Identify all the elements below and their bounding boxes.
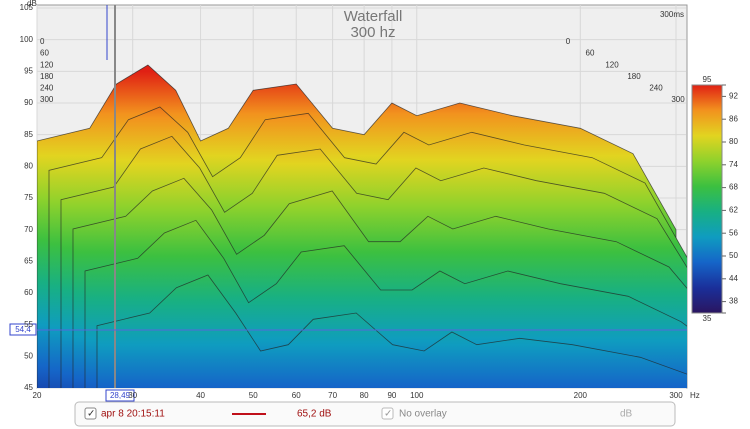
- x-tick-label: 70: [328, 391, 337, 400]
- overlay-label: No overlay: [399, 409, 447, 420]
- cursor-x-label: 28,49: [110, 391, 131, 400]
- colorbar-label: 62: [729, 206, 738, 215]
- x-tick-label: 30: [128, 391, 137, 400]
- x-tick-label: 50: [249, 391, 258, 400]
- y-tick-label: 75: [24, 193, 33, 202]
- colorbar-label: 38: [729, 297, 738, 306]
- colorbar-label: 95: [703, 75, 712, 84]
- x-tick-label: 90: [387, 391, 396, 400]
- x-tick-label: 200: [574, 391, 588, 400]
- y-tick-label: 105: [20, 3, 34, 12]
- y-tick-label: 50: [24, 351, 33, 360]
- y-tick-label: 85: [24, 130, 33, 139]
- colorbar-label: 50: [729, 251, 738, 260]
- depth-label-left: 60: [40, 49, 49, 58]
- colorbar-label: 44: [729, 274, 738, 283]
- waterfall-slice: [96, 274, 687, 388]
- y-tick-label: 45: [24, 383, 33, 392]
- x-tick-label: 300: [669, 391, 683, 400]
- colorbar: [691, 84, 723, 314]
- x-tick-label: 60: [292, 391, 301, 400]
- colorbar-label: 86: [729, 114, 738, 123]
- colorbar-label: 35: [703, 314, 712, 323]
- cursor-y-box: [9, 323, 37, 336]
- legend-value: 65,2 dB: [297, 409, 332, 420]
- x-tick-label: 80: [360, 391, 369, 400]
- colorbar-label: 80: [729, 137, 738, 146]
- depth-label-left: 0: [40, 37, 45, 46]
- y-tick-label: 80: [24, 161, 33, 170]
- colorbar-label: 56: [729, 228, 738, 237]
- depth-label-right: 300: [671, 95, 685, 104]
- depth-label-right: 240: [649, 84, 663, 93]
- title: Waterfall: [344, 8, 403, 25]
- cursor-x-box: [105, 389, 135, 402]
- check: ✓: [87, 409, 95, 420]
- time-span: 300ms: [660, 10, 684, 19]
- depth-label-right: 180: [627, 72, 641, 81]
- x-unit: Hz: [690, 391, 700, 400]
- y-tick-label: 100: [20, 35, 34, 44]
- y-tick-label: 70: [24, 225, 33, 234]
- subtitle: 300 hz: [350, 24, 395, 41]
- legend-name: apr 8 20:15:11: [101, 409, 165, 420]
- y-tick-label: 55: [24, 320, 33, 329]
- depth-label-right: 60: [586, 49, 595, 58]
- legend-bar: [74, 401, 676, 427]
- cursor-y-label: 54,4: [15, 325, 31, 334]
- depth-label-left: 300: [40, 95, 54, 104]
- depth-label-left: 240: [40, 84, 54, 93]
- y-tick-label: 95: [24, 66, 33, 75]
- depth-label-right: 0: [566, 37, 571, 46]
- x-tick-label: 20: [33, 391, 42, 400]
- colorbar-label: 74: [729, 160, 738, 169]
- depth-label-right: 120: [605, 60, 619, 69]
- legend-unit: dB: [620, 409, 633, 420]
- check: ✓: [384, 409, 392, 420]
- y-unit: dB: [27, 0, 37, 8]
- colorbar-label: 92: [729, 92, 738, 101]
- x-tick-label: 40: [196, 391, 205, 400]
- colorbar-label: 68: [729, 183, 738, 192]
- depth-label-left: 120: [40, 60, 54, 69]
- y-tick-label: 90: [24, 98, 33, 107]
- overlay-checkbox[interactable]: [381, 407, 394, 420]
- y-tick-label: 60: [24, 288, 33, 297]
- y-tick-label: 65: [24, 256, 33, 265]
- legend-checkbox[interactable]: [84, 407, 97, 420]
- depth-label-left: 180: [40, 72, 54, 81]
- x-tick-label: 100: [410, 391, 424, 400]
